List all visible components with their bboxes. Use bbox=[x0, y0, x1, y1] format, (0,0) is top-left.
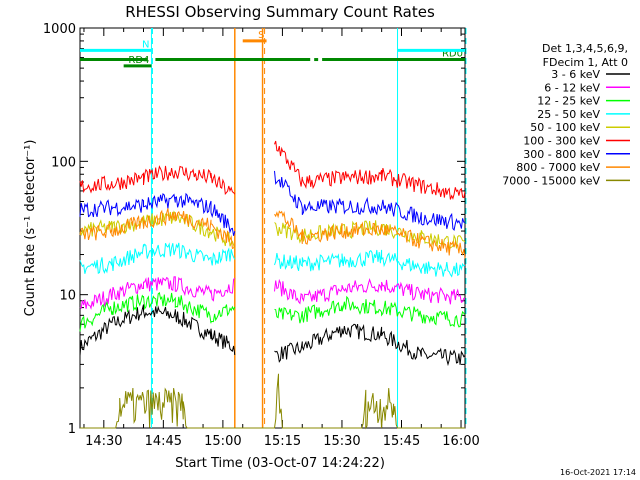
series-line bbox=[79, 276, 466, 310]
legend-label: 50 - 100 keV bbox=[530, 121, 600, 134]
legend: Det 1,3,4,5,6,9,FDecim 1, Att 03 - 6 keV… bbox=[502, 42, 630, 187]
flag-label: N bbox=[142, 39, 149, 50]
x-tick-label: 14:30 bbox=[85, 434, 122, 449]
legend-header: FDecim 1, Att 0 bbox=[543, 56, 628, 69]
plot-area: 1 10 100 1000 14:30 14:45 15:00 15:15 15:30 15:45… bbox=[43, 22, 480, 449]
legend-label: 3 - 6 keV bbox=[551, 68, 600, 81]
legend-label: 12 - 25 keV bbox=[537, 95, 600, 108]
timestamp: 16-Oct-2021 17:14 bbox=[560, 468, 636, 477]
legend-label: 7000 - 15000 keV bbox=[502, 174, 600, 187]
x-tick-label: 15:15 bbox=[264, 434, 301, 449]
legend-label: 300 - 800 keV bbox=[523, 148, 600, 161]
x-tick-label: 15:00 bbox=[204, 434, 241, 449]
legend-label: 100 - 300 keV bbox=[523, 135, 600, 148]
y-tick-label: 100 bbox=[51, 155, 76, 170]
series-line bbox=[79, 242, 466, 278]
legend-label: 25 - 50 keV bbox=[537, 108, 600, 121]
series-line bbox=[79, 140, 466, 200]
legend-label: 6 - 12 keV bbox=[544, 81, 600, 94]
x-tick-label: 14:45 bbox=[145, 434, 182, 449]
plot-frame bbox=[79, 27, 466, 429]
legend-header: Det 1,3,4,5,6,9, bbox=[542, 42, 628, 55]
series-line bbox=[79, 304, 466, 367]
flag-label: S bbox=[258, 30, 264, 41]
x-tick-label: 15:30 bbox=[323, 434, 360, 449]
flag-label: RD0 bbox=[442, 49, 463, 60]
legend-label: 800 - 7000 keV bbox=[516, 161, 600, 174]
y-tick-label: 10 bbox=[59, 289, 76, 304]
flag-label: RD4 bbox=[128, 55, 149, 66]
y-tick-label: 1 bbox=[68, 422, 76, 437]
x-tick-label: 15:45 bbox=[383, 434, 420, 449]
x-axis-label: Start Time (03-Oct-07 14:24:22) bbox=[175, 456, 385, 471]
y-axis-label: Count Rate (s⁻¹ detector⁻¹) bbox=[23, 140, 38, 317]
series-line bbox=[80, 373, 465, 430]
series-line bbox=[79, 170, 466, 236]
x-tick-label: 16:00 bbox=[442, 434, 479, 449]
series-line bbox=[79, 291, 466, 332]
chart-title: RHESSI Observing Summary Count Rates bbox=[125, 3, 435, 21]
series-line bbox=[79, 208, 466, 259]
y-tick-label: 1000 bbox=[43, 22, 76, 37]
